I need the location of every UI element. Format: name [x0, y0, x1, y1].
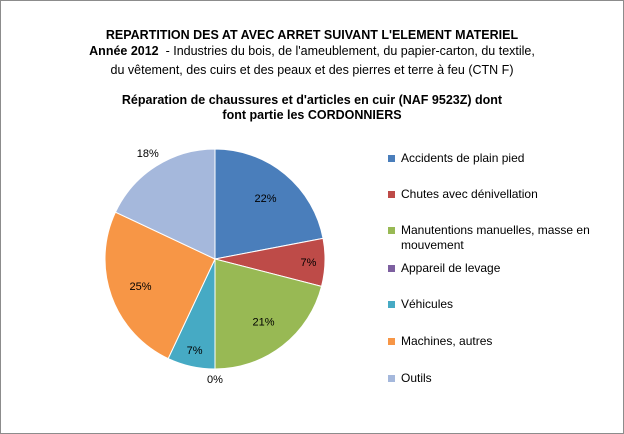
- legend-label: Accidents de plain pied: [401, 151, 525, 165]
- data-label-manutentions-manuelles-masse-en-mouvement: 21%: [252, 317, 274, 329]
- data-label-outils: 18%: [137, 148, 159, 160]
- legend-label: Appareil de levage: [401, 261, 501, 275]
- legend-swatch: [388, 227, 395, 234]
- data-label-machines-autres: 25%: [129, 281, 151, 293]
- pie-slice-accidents-de-plain-pied: [214, 148, 324, 260]
- legend-swatch: [388, 191, 395, 198]
- year-label: Année 2012: [89, 44, 159, 58]
- pie-slice-outils: [114, 148, 216, 260]
- legend-label: Outils: [401, 371, 432, 385]
- legend-swatch: [388, 301, 395, 308]
- sector-title-line2: font partie les CORDONNIERS: [222, 108, 402, 122]
- legend-swatch: [388, 375, 395, 382]
- pie-slice-machines-autres: [104, 211, 216, 360]
- legend-label: Machines, autres: [401, 334, 493, 348]
- data-label-vehicules: 7%: [187, 345, 203, 357]
- chart-title: REPARTITION DES AT AVEC ARRET SUIVANT L'…: [105, 28, 519, 42]
- legend-label: Chutes avec dénivellation: [401, 187, 538, 201]
- data-label-chutes-avec-denivellation: 7%: [301, 257, 317, 269]
- pie-slice-manutentions-manuelles-masse-en-mouvement: [214, 258, 323, 370]
- subtitle-text-1: - Industries du bois, de l'ameublement, …: [158, 44, 535, 58]
- data-label-appareil-de-levage: 0%: [207, 374, 223, 386]
- data-label-accidents-de-plain-pied: 22%: [254, 193, 276, 205]
- legend-swatch: [388, 338, 395, 345]
- chart-subtitle-line2: du vêtement, des cuirs et des peaux et d…: [110, 63, 514, 77]
- sector-title-line1: Réparation de chaussures et d'articles e…: [121, 93, 503, 107]
- legend-swatch: [388, 155, 395, 162]
- legend-label: Véhicules: [401, 297, 454, 311]
- chart-subtitle-line1: Année 2012 - Industries du bois, de l'am…: [1, 43, 623, 59]
- legend-label: Manutentions manuelles, masse en mouveme…: [401, 223, 590, 252]
- legend-swatch: [388, 265, 395, 272]
